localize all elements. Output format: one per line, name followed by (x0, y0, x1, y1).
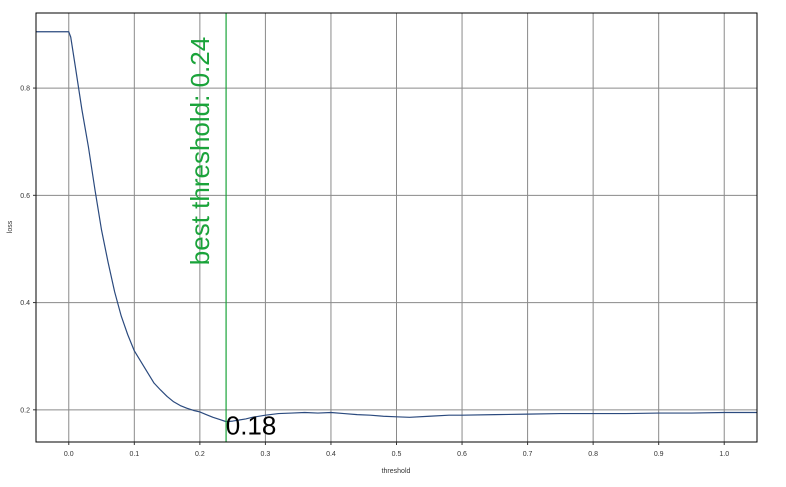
grid-layer (36, 13, 757, 442)
y-tick-label: 0.4 (20, 300, 30, 307)
loss-series-line (36, 31, 757, 423)
x-tick-label: 0.8 (588, 451, 598, 458)
y-tick-label: 0.8 (20, 86, 30, 93)
y-axis-label: loss (7, 220, 14, 233)
y-tick-label: 0.2 (20, 407, 30, 414)
x-tick-label: 0.6 (457, 451, 467, 458)
min-loss-label: 0.18 (226, 411, 277, 441)
x-tick-label: 0.0 (64, 451, 74, 458)
x-tick-label: 0.9 (654, 451, 664, 458)
x-tick-label: 0.2 (195, 451, 205, 458)
annotation-layer: best threshold: 0.24 0.18 (185, 13, 276, 442)
series-layer (36, 31, 757, 423)
x-axis-label: threshold (382, 468, 411, 475)
x-tick-label: 0.5 (392, 451, 402, 458)
x-tick-label: 0.7 (523, 451, 533, 458)
best-threshold-label: best threshold: 0.24 (185, 37, 215, 265)
x-tick-label: 1.0 (719, 451, 729, 458)
x-tick-label: 0.4 (326, 451, 336, 458)
x-tick-label: 0.3 (261, 451, 271, 458)
tick-layer: 0.0 0.1 0.2 0.3 0.4 0.5 0.6 0.7 0.8 0.9 1.0 0.2 0.4 0… (20, 86, 729, 458)
y-tick-label: 0.6 (20, 193, 30, 200)
x-tick-label: 0.1 (129, 451, 139, 458)
